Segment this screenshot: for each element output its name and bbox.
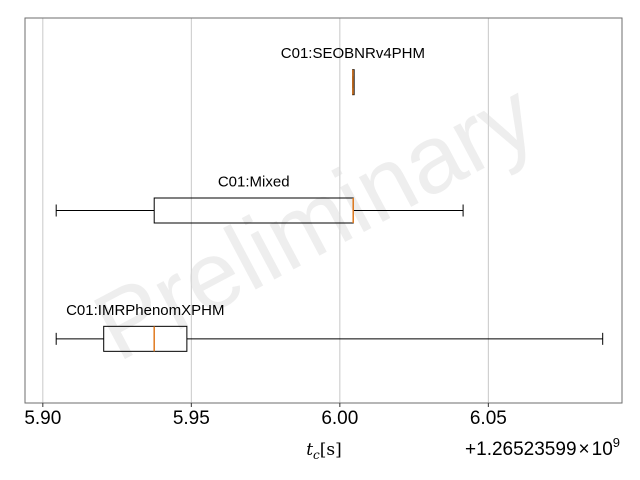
plot-frame <box>24 17 623 404</box>
x-axis-label: tc[s] <box>306 440 342 462</box>
iqr-box <box>103 325 188 352</box>
box-group: C01:SEOBNRv4PHM <box>281 45 425 96</box>
axis-offset-label: +1.26523599 × 109 <box>465 435 620 460</box>
x-tick-label: 6.05 <box>470 408 507 429</box>
watermark-text: Preliminary <box>78 61 552 381</box>
box-group: C01:IMRPhenomXPHM <box>55 302 604 352</box>
box-plots: C01:SEOBNRv4PHM C01:Mixed C01:IMRPhenomXPH… <box>55 45 604 352</box>
series-label: C01:Mixed <box>218 174 290 191</box>
x-tick-label: 5.90 <box>24 408 61 429</box>
series-label: C01:IMRPhenomXPHM <box>66 302 224 319</box>
series-label: C01:SEOBNRv4PHM <box>281 45 425 62</box>
x-tick-label: 5.95 <box>173 408 210 429</box>
x-tick-label: 6.00 <box>321 408 358 429</box>
x-axis: 5.90 5.95 6.00 6.05 <box>24 403 507 429</box>
box-group: C01:Mixed <box>55 174 464 224</box>
